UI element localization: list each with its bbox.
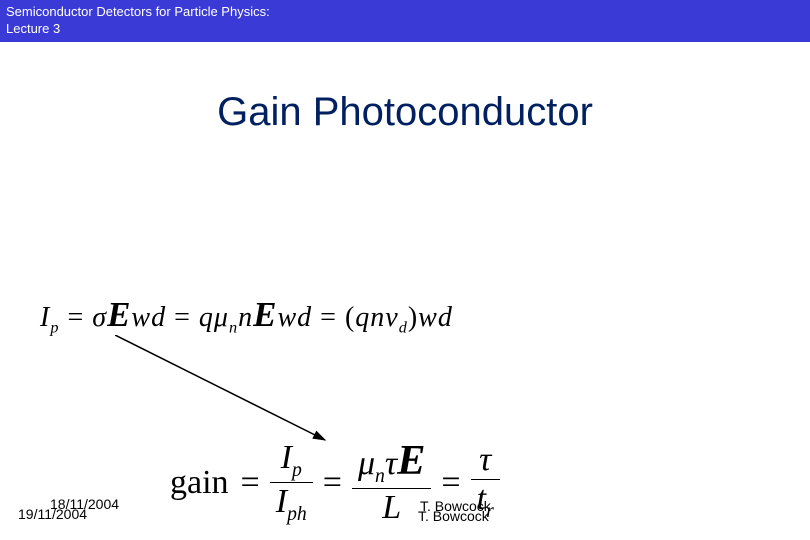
eq1-q2: q xyxy=(355,302,370,333)
slide-title: Gain Photoconductor xyxy=(0,90,810,135)
eq1-E1: E xyxy=(107,295,131,334)
eq2-f1n-sub: p xyxy=(292,458,302,480)
eq2-gain-label: gain xyxy=(170,464,229,502)
eq2-f2n-E: E xyxy=(397,437,425,484)
eq1-mu: μ xyxy=(214,302,229,333)
eq1-eq2: = xyxy=(174,302,199,333)
eq2-frac1: Ip Iph xyxy=(270,441,313,525)
eq1-n2: n xyxy=(370,302,385,333)
eq2-f2d: L xyxy=(376,491,407,525)
eq2-f2n-tau: τ xyxy=(385,445,397,482)
eq2-f1d-I: I xyxy=(276,483,287,520)
header-line2: Lecture 3 xyxy=(6,21,804,38)
eq2-eq1: = xyxy=(241,464,260,502)
eq1-mu-sub: n xyxy=(229,318,238,336)
eq2-f3n: τ xyxy=(473,443,497,477)
eq1-wd2: wd xyxy=(277,302,312,333)
eq2-f2n-mu: μ xyxy=(358,445,375,482)
eq1-I: I xyxy=(40,302,50,333)
eq2-f1n-I: I xyxy=(281,439,292,476)
eq1-v-sub: d xyxy=(399,318,408,336)
equation-current: Ip = σEwd = qμnnEwd = (qnvd)wd xyxy=(40,295,453,338)
eq2-f2n-musub: n xyxy=(375,465,385,487)
eq2-eq2: = xyxy=(323,464,342,502)
eq1-v: v xyxy=(385,302,398,333)
slide-header: Semiconductor Detectors for Particle Phy… xyxy=(0,0,810,42)
header-line1: Semiconductor Detectors for Particle Phy… xyxy=(6,4,804,21)
eq2-f1d-sub: ph xyxy=(287,503,307,525)
eq2-eq3: = xyxy=(441,464,460,502)
eq1-q1: q xyxy=(199,302,214,333)
footer-author-overlay-2: T. Bowcock xyxy=(418,508,489,524)
derivation-arrow xyxy=(115,335,345,455)
footer-date-overlay-2: 19/11/2004 xyxy=(18,506,87,522)
eq1-n: n xyxy=(238,302,253,333)
eq1-I-sub: p xyxy=(50,318,59,336)
eq1-wd1: wd xyxy=(131,302,166,333)
eq1-E2: E xyxy=(253,295,277,334)
eq1-wd3: wd xyxy=(418,302,453,333)
eq1-eq1: = xyxy=(67,302,92,333)
eq1-eq3: = xyxy=(320,302,345,333)
eq1-sigma: σ xyxy=(92,302,107,333)
eq1-lp: ( xyxy=(345,302,355,333)
eq1-rp: ) xyxy=(408,302,418,333)
